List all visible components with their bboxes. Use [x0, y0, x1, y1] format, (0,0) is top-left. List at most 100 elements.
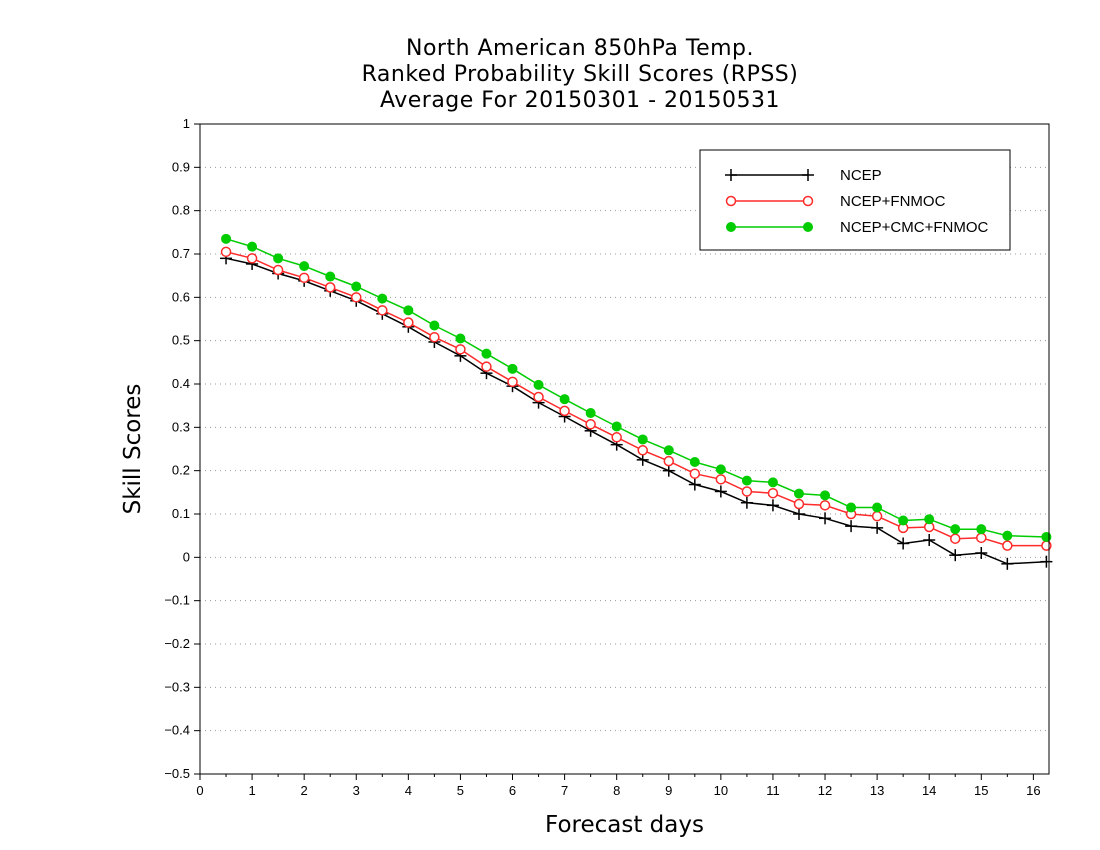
data-point — [872, 502, 883, 513]
series-1 — [220, 246, 1052, 551]
legend-label: NCEP+FNMOC — [840, 193, 946, 210]
data-point — [766, 499, 779, 512]
data-point — [715, 474, 727, 485]
y-tick-label: −0.4 — [164, 723, 190, 738]
data-point — [403, 305, 414, 316]
chart-title-line-2: Ranked Probability Skill Scores (RPSS) — [361, 62, 799, 87]
data-point — [403, 317, 414, 328]
data-point — [819, 500, 831, 511]
x-tick-label: 8 — [613, 783, 620, 798]
x-tick-label: 15 — [974, 783, 988, 798]
data-point — [898, 515, 909, 526]
data-point — [351, 281, 362, 292]
data-point — [585, 408, 596, 419]
x-tick-label: 7 — [561, 783, 568, 798]
chart-title-line-3: Average For 20150301 - 20150531 — [379, 88, 781, 113]
series-line — [225, 257, 1047, 565]
x-tick-label: 2 — [301, 783, 308, 798]
series-line — [225, 238, 1047, 538]
x-tick-label: 1 — [248, 783, 255, 798]
y-tick-label: 0.1 — [172, 506, 190, 521]
data-point — [220, 246, 232, 258]
data-point — [636, 453, 649, 466]
data-point — [662, 464, 675, 477]
data-point — [820, 490, 831, 501]
data-point — [741, 486, 753, 497]
data-point — [819, 512, 832, 525]
data-point — [585, 419, 596, 430]
y-axis-title: Skill Scores — [120, 384, 146, 515]
data-point — [481, 348, 492, 359]
data-point — [767, 477, 778, 488]
data-point — [507, 376, 518, 388]
x-tick-label: 3 — [353, 783, 360, 798]
y-tick-label: −0.3 — [164, 679, 190, 694]
data-point — [455, 344, 466, 355]
legend-label: NCEP — [840, 167, 882, 184]
axis-ticks: 1 0.9 0.8 0.7 0.6 0.5 0.4 0.3 0.2 0.1 0 −0.1 −0.2 −0.… — [164, 116, 1040, 798]
legend-marker-start — [725, 195, 737, 207]
y-tick-label: −0.2 — [164, 636, 190, 651]
series-line — [225, 251, 1047, 547]
data-point — [1002, 540, 1013, 551]
y-tick-label: 0.4 — [172, 376, 190, 391]
data-point — [715, 464, 726, 475]
data-point — [325, 271, 336, 282]
data-point — [1001, 557, 1014, 570]
y-tick-label: 0.5 — [172, 333, 190, 348]
y-tick-label: −0.1 — [164, 593, 190, 608]
data-point — [559, 405, 570, 417]
data-point — [689, 468, 701, 479]
data-point — [481, 361, 492, 372]
x-tick-label: 16 — [1026, 783, 1040, 798]
data-point — [793, 498, 805, 510]
data-point — [299, 261, 310, 272]
y-tick-label: 0 — [183, 549, 190, 564]
x-tick-label: 10 — [714, 783, 728, 798]
y-tick-label: 0.9 — [172, 159, 190, 174]
y-tick-label: 1 — [183, 116, 190, 131]
legend-entry: NCEP — [725, 167, 882, 184]
legend-marker-end — [803, 222, 813, 232]
data-point — [897, 537, 910, 550]
data-point — [688, 478, 701, 491]
legend-box — [699, 149, 1011, 251]
data-point — [221, 233, 232, 244]
data-point — [949, 549, 962, 562]
data-point — [1041, 531, 1052, 542]
data-point — [792, 508, 805, 520]
data-point — [559, 394, 570, 405]
data-point — [1040, 555, 1053, 568]
y-tick-label: 0.7 — [172, 246, 190, 261]
data-point — [846, 502, 857, 513]
data-point — [247, 241, 258, 252]
data-point — [533, 379, 544, 390]
x-tick-label: 13 — [870, 783, 884, 798]
data-point — [611, 432, 622, 443]
data-point — [1002, 530, 1013, 541]
data-point — [533, 391, 544, 403]
data-point — [429, 331, 440, 343]
y-tick-label: 0.2 — [172, 463, 190, 478]
data-point — [689, 457, 700, 467]
legend-marker-start — [726, 222, 736, 232]
data-point — [924, 514, 935, 525]
data-point — [298, 272, 310, 284]
x-tick-label: 5 — [457, 783, 464, 798]
series-layer — [220, 233, 1053, 570]
data-point — [923, 534, 936, 546]
legend-label: NCEP+CMC+FNMOC — [840, 219, 989, 236]
data-point — [1041, 540, 1052, 551]
data-point — [429, 320, 440, 331]
x-tick-label: 0 — [196, 783, 203, 798]
data-point — [949, 533, 961, 544]
data-point — [377, 305, 388, 316]
data-point — [976, 524, 987, 535]
legend-marker-end — [802, 169, 814, 181]
x-tick-label: 4 — [405, 783, 412, 798]
data-point — [246, 253, 258, 264]
plot-frame — [199, 123, 1050, 775]
data-point — [714, 485, 727, 498]
data-point — [975, 547, 988, 559]
